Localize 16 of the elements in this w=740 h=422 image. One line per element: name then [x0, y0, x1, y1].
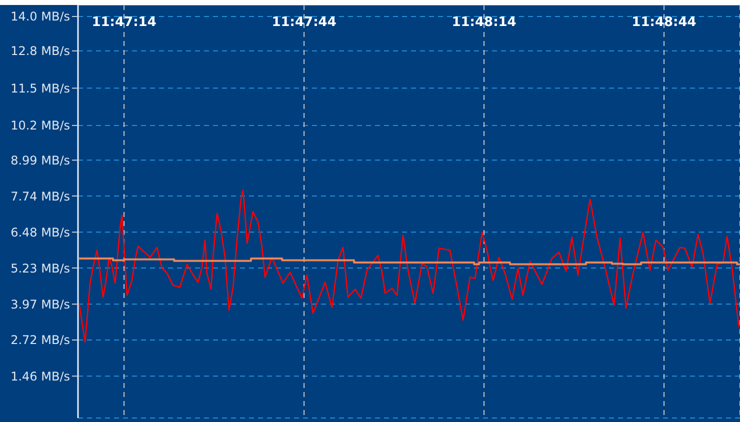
y-tick-label: 8.99 MB/s	[10, 153, 70, 168]
y-tick-label: 3.97 MB/s	[10, 297, 70, 312]
y-tick-label: 7.74 MB/s	[10, 189, 70, 204]
y-tick-label: 1.46 MB/s	[10, 369, 70, 384]
x-tick-label: 11:47:44	[272, 15, 336, 30]
x-tick-label: 11:48:14	[452, 15, 516, 30]
y-tick-label: 11.5 MB/s	[10, 81, 70, 96]
y-tick-label: 2.72 MB/s	[10, 333, 70, 348]
line-series	[78, 190, 740, 343]
y-tick-label: 10.2 MB/s	[10, 118, 70, 133]
y-tick-label: 6.48 MB/s	[10, 225, 70, 240]
x-tick-label: 11:48:44	[632, 15, 696, 30]
y-tick-label: 14.0 MB/s	[10, 10, 70, 24]
y-tick-label: 12.8 MB/s	[10, 44, 70, 58]
x-tick-label: 11:47:14	[92, 15, 156, 30]
y-tick-label: 5.23 MB/s	[10, 261, 70, 276]
